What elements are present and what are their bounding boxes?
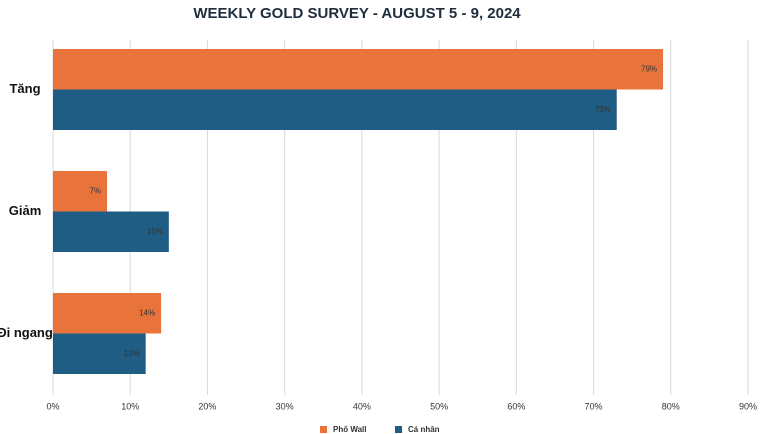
- x-tick-label: 60%: [507, 401, 525, 411]
- value-label: 7%: [89, 186, 101, 195]
- category-label: Tăng: [9, 81, 40, 96]
- x-tick-label: 90%: [739, 401, 757, 411]
- value-label: 79%: [641, 64, 657, 73]
- x-tick-label: 0%: [46, 401, 59, 411]
- legend-label: Phố Wall: [333, 425, 366, 434]
- x-tick-label: 50%: [430, 401, 448, 411]
- value-label: 15%: [147, 227, 163, 236]
- category-label: Giảm: [9, 203, 42, 218]
- bar: [53, 171, 108, 212]
- legend-label: Cá nhân: [408, 425, 440, 434]
- category-label: Đi ngang: [0, 325, 53, 340]
- legend-swatch: [320, 426, 327, 433]
- bar: [53, 49, 664, 90]
- x-tick-label: 20%: [198, 401, 216, 411]
- bar: [53, 333, 146, 374]
- x-tick-label: 10%: [121, 401, 139, 411]
- bar: [53, 293, 162, 334]
- chart-title: WEEKLY GOLD SURVEY - AUGUST 5 - 9, 2024: [193, 5, 521, 22]
- x-tick-label: 70%: [585, 401, 603, 411]
- x-tick-label: 30%: [276, 401, 294, 411]
- x-tick-label: 80%: [662, 401, 680, 411]
- bar: [53, 211, 169, 252]
- x-tick-label: 40%: [353, 401, 371, 411]
- bar: [53, 89, 617, 130]
- legend-swatch: [395, 426, 402, 433]
- value-label: 14%: [139, 308, 155, 317]
- value-label: 73%: [595, 105, 611, 114]
- value-label: 12%: [124, 349, 140, 358]
